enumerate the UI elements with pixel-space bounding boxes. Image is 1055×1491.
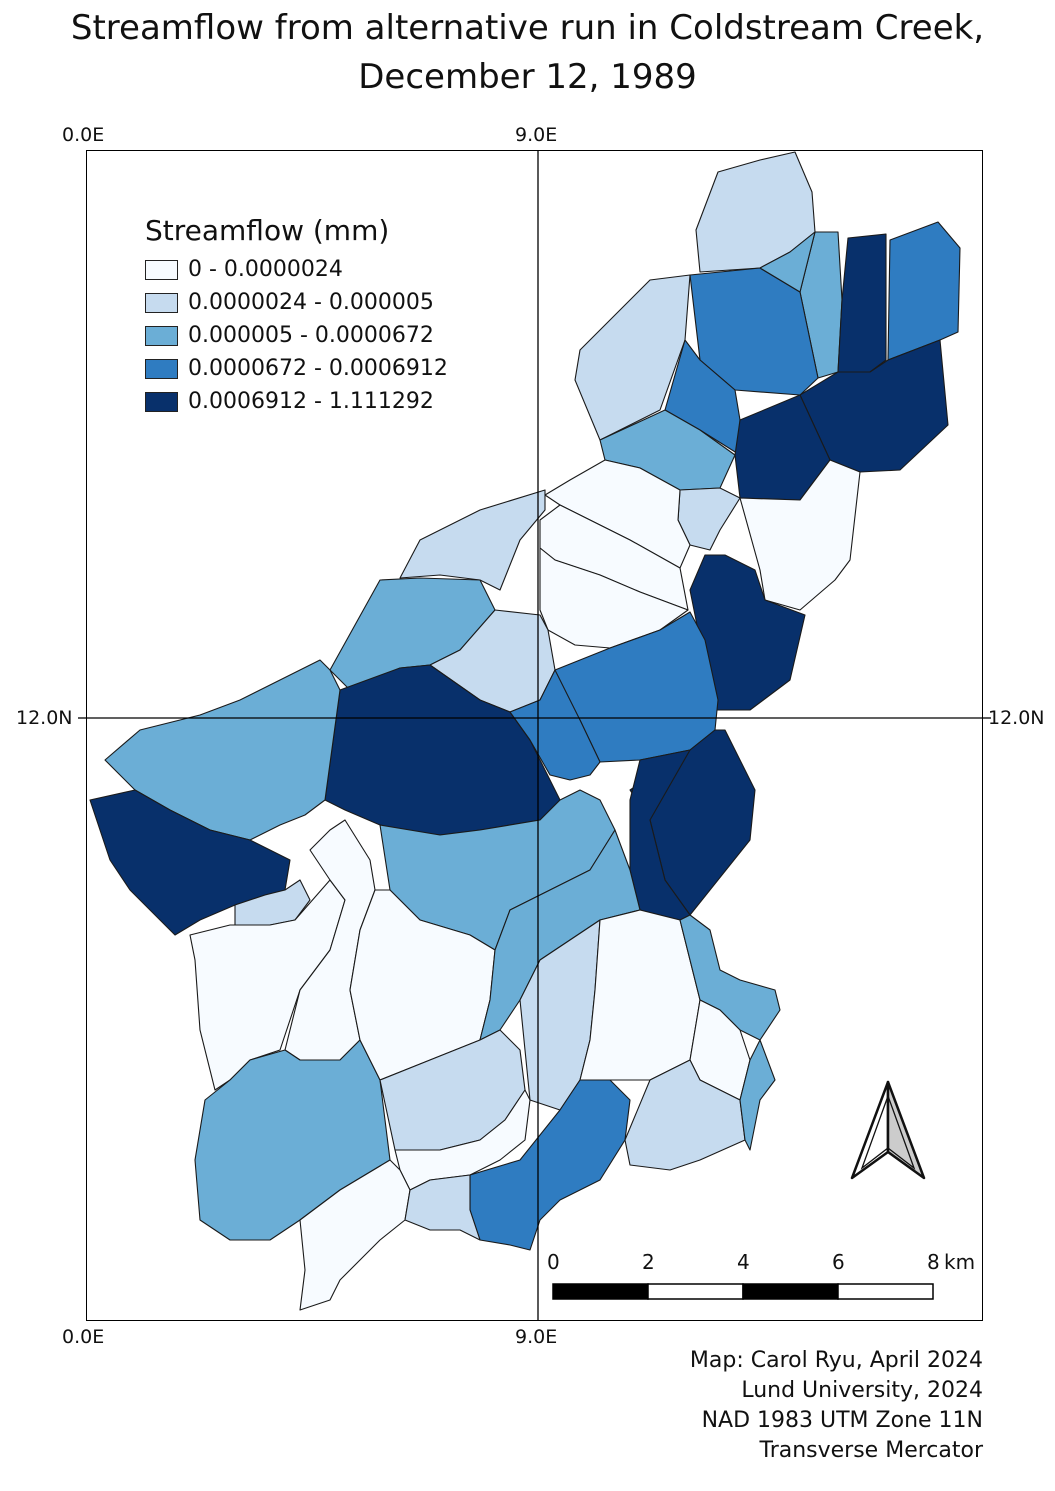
subbasin-layer	[89, 151, 961, 1311]
scale-bar-label: 4	[737, 1250, 750, 1274]
legend-title: Streamflow (mm)	[145, 214, 390, 247]
legend-item: 0 - 0.0000024	[145, 253, 448, 286]
credit-datum: NAD 1983 UTM Zone 11N	[701, 1408, 983, 1433]
scale-bar-unit: km	[944, 1250, 976, 1274]
subbasin	[299, 1159, 411, 1311]
map-frame	[86, 150, 983, 1321]
graticule-label-right-mid: 12.0N	[988, 707, 1045, 729]
legend-swatch	[145, 325, 178, 346]
legend-label: 0.0006912 - 1.111292	[188, 389, 434, 414]
legend-label: 0.0000672 - 0.0006912	[188, 356, 448, 381]
scale-bar-label: 6	[832, 1250, 845, 1274]
graticule-label-top-mid: 9.0E	[515, 124, 558, 146]
subbasin	[759, 231, 816, 293]
credit-projection: Transverse Mercator	[759, 1438, 983, 1463]
credit-institution: Lund University, 2024	[741, 1378, 983, 1403]
scale-bar-label: 8	[927, 1250, 940, 1274]
map-title-line-1: Streamflow from alternative run in Colds…	[70, 8, 985, 48]
graticule-label-top-left: 0.0E	[62, 124, 105, 146]
graticule-lines	[78, 150, 991, 1321]
graticule-label-bottom-mid: 9.0E	[515, 1326, 558, 1348]
legend-swatch	[145, 259, 178, 280]
legend-swatch	[145, 358, 178, 379]
map-title-line-2: December 12, 1989	[358, 57, 697, 97]
scale-bar-label: 0	[547, 1250, 560, 1274]
graticule-label-bottom-left: 0.0E	[62, 1326, 105, 1348]
map-credits: Map: Carol Ryu, April 2024 Lund Universi…	[690, 1346, 983, 1466]
subbasin	[469, 1079, 631, 1251]
legend: Streamflow (mm) 0 - 0.0000024 0.0000024 …	[145, 212, 448, 418]
subbasin	[194, 1039, 391, 1241]
legend-item: 0.0000672 - 0.0006912	[145, 352, 448, 385]
scale-bar-label: 2	[642, 1250, 655, 1274]
subbasin	[739, 459, 861, 611]
subbasin	[739, 1039, 776, 1151]
subbasin	[399, 489, 546, 591]
legend-item: 0.0006912 - 1.111292	[145, 385, 448, 418]
scale-bar-segment	[837, 1283, 934, 1300]
legend-swatch	[145, 292, 178, 313]
legend-swatch	[145, 391, 178, 412]
graticule-label-left-mid: 12.0N	[16, 707, 73, 729]
north-arrow-icon	[850, 1080, 926, 1180]
legend-label: 0.0000024 - 0.000005	[188, 290, 434, 315]
subbasin	[404, 1174, 481, 1241]
legend-item: 0.000005 - 0.0000672	[145, 319, 448, 352]
legend-label: 0.000005 - 0.0000672	[188, 323, 434, 348]
subbasin	[574, 274, 691, 441]
map-title: Streamflow from alternative run in Colds…	[0, 4, 1055, 102]
scale-bar	[552, 1283, 934, 1300]
legend-item: 0.0000024 - 0.000005	[145, 286, 448, 319]
subbasin	[509, 669, 601, 781]
credit-author: Map: Carol Ryu, April 2024	[689, 1348, 983, 1373]
legend-label: 0 - 0.0000024	[188, 257, 343, 282]
